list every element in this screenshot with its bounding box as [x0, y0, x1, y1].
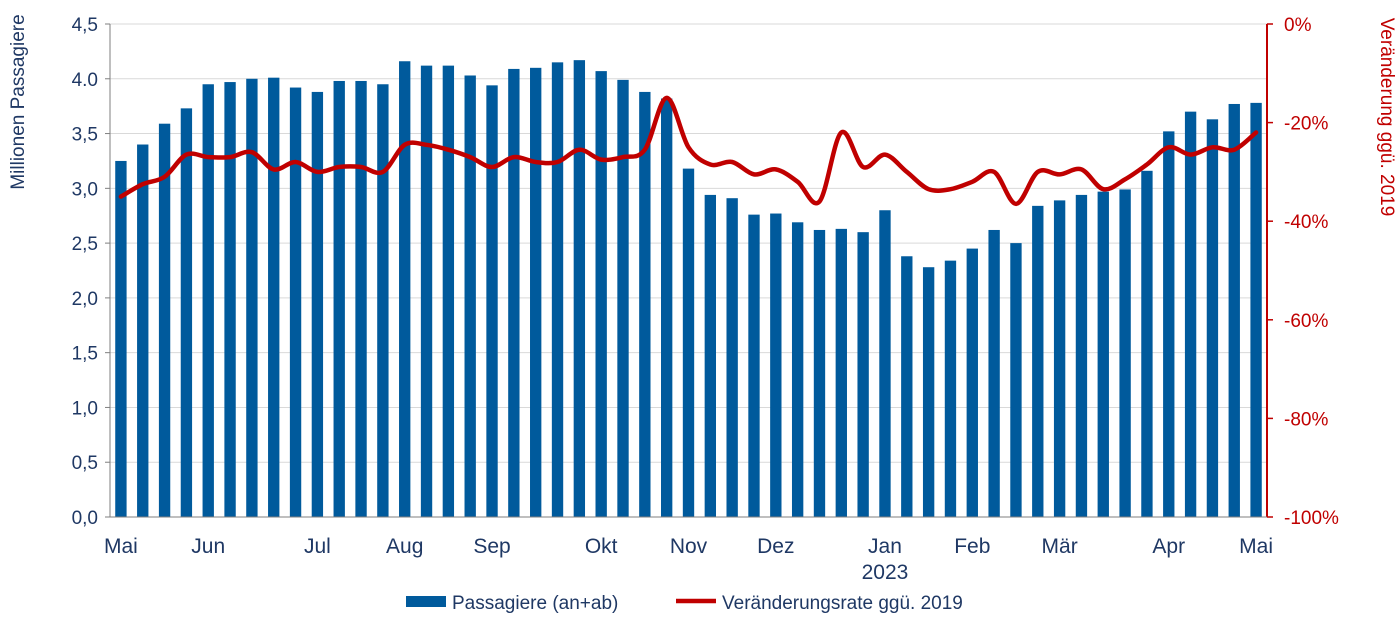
x-tick-label: Jul [304, 535, 331, 558]
y-axis-right-title: Veränderung ggü. 2019 [1376, 18, 1395, 217]
bar [835, 228, 847, 517]
bar [202, 84, 214, 517]
y-left-tick-label: 1,5 [72, 344, 98, 365]
y-left-tick-label: 2,5 [72, 234, 98, 255]
bar [1053, 200, 1066, 517]
change-rate-line [118, 95, 1259, 207]
bar [922, 267, 935, 517]
bar [639, 91, 651, 518]
bar [1141, 170, 1153, 517]
bar [1032, 205, 1044, 517]
bar [1250, 102, 1262, 517]
bar [1206, 119, 1219, 518]
bar [115, 160, 127, 517]
y-left-tick-label: 0,5 [72, 453, 98, 474]
y-right-tick-label: -20% [1284, 114, 1328, 135]
bar-series [115, 60, 1262, 518]
bar [1163, 131, 1175, 517]
x-tick-label: Okt [585, 535, 618, 558]
bar [137, 144, 149, 517]
bar [289, 87, 302, 517]
bar [158, 123, 171, 517]
y-right-tick-label: -40% [1284, 212, 1328, 233]
bar [464, 75, 476, 517]
y-right-tick-label: 0% [1284, 15, 1312, 36]
x-tick-label: Mai [1239, 535, 1273, 558]
y-left-tick-label: 1,0 [72, 398, 98, 419]
bar [726, 198, 738, 517]
bar [399, 61, 411, 517]
x-tick-label: Jan [868, 535, 902, 558]
bar [988, 229, 1000, 517]
x-tick-label: Sep [473, 535, 510, 558]
bar [420, 65, 433, 518]
line-series [118, 95, 1259, 207]
x-tick-label: Dez [757, 535, 794, 558]
bar [551, 62, 564, 517]
legend-line-label: Veränderungsrate ggü. 2019 [722, 593, 963, 614]
bar [224, 82, 236, 517]
bar [748, 214, 760, 518]
bar [355, 80, 367, 518]
bar [857, 232, 869, 517]
y-right-tick-label: -60% [1284, 311, 1328, 332]
x-tick-label: Aug [386, 535, 423, 558]
y-left-tick-label: 3,5 [72, 125, 98, 146]
bar [944, 260, 957, 517]
legend-bar-swatch [406, 596, 446, 607]
bar [530, 67, 542, 518]
bar [486, 85, 498, 518]
bar [617, 79, 629, 517]
bar [1075, 194, 1088, 517]
bar [1228, 103, 1240, 517]
bar [966, 248, 978, 518]
bar [180, 108, 193, 517]
legend-bar-label: Passagiere (an+ab) [452, 593, 618, 614]
y-left-tick-label: 3,0 [72, 179, 98, 200]
bar [660, 98, 673, 518]
y-left-tick-label: 2,0 [72, 289, 98, 310]
bar [704, 194, 717, 517]
y-left-tick-label: 0,0 [72, 508, 98, 529]
y-right-tick-label: -100% [1284, 508, 1339, 529]
bar [246, 78, 258, 518]
bar [901, 256, 913, 517]
bar [1119, 189, 1131, 517]
bar [442, 65, 455, 518]
bar [268, 77, 280, 517]
x-year-label: 2023 [862, 561, 909, 584]
y-left-tick-label: 4.0 [72, 70, 98, 91]
x-tick-label: Jun [191, 535, 225, 558]
y-right-tick-label: -80% [1284, 409, 1328, 430]
bar [333, 80, 345, 518]
x-tick-label: Nov [670, 535, 708, 558]
bar [311, 91, 324, 518]
bar [377, 84, 389, 517]
bar [813, 229, 826, 517]
x-tick-label: Mär [1042, 535, 1078, 558]
y-axis-left-title: Millionen Passagiere [8, 14, 29, 189]
legend: Passagiere (an+ab) Veränderungsrate ggü.… [406, 593, 963, 614]
bar [1184, 111, 1197, 518]
bar [770, 213, 782, 517]
x-tick-label: Apr [1152, 535, 1185, 558]
bar [508, 68, 520, 517]
bar [791, 222, 804, 517]
x-tick-label: Feb [954, 535, 990, 558]
x-tick-label: Mai [104, 535, 138, 558]
bar [573, 60, 586, 518]
y-left-tick-label: 4,5 [72, 15, 98, 36]
bar [595, 71, 607, 517]
bar [879, 210, 891, 517]
bar [1097, 191, 1109, 517]
bar [682, 168, 695, 517]
axes: 0,0 0,5 1,0 1,5 2,0 2,5 3,0 3,5 4.0 4,5 -100% -80% -… [72, 15, 1339, 584]
bar [1010, 243, 1022, 517]
